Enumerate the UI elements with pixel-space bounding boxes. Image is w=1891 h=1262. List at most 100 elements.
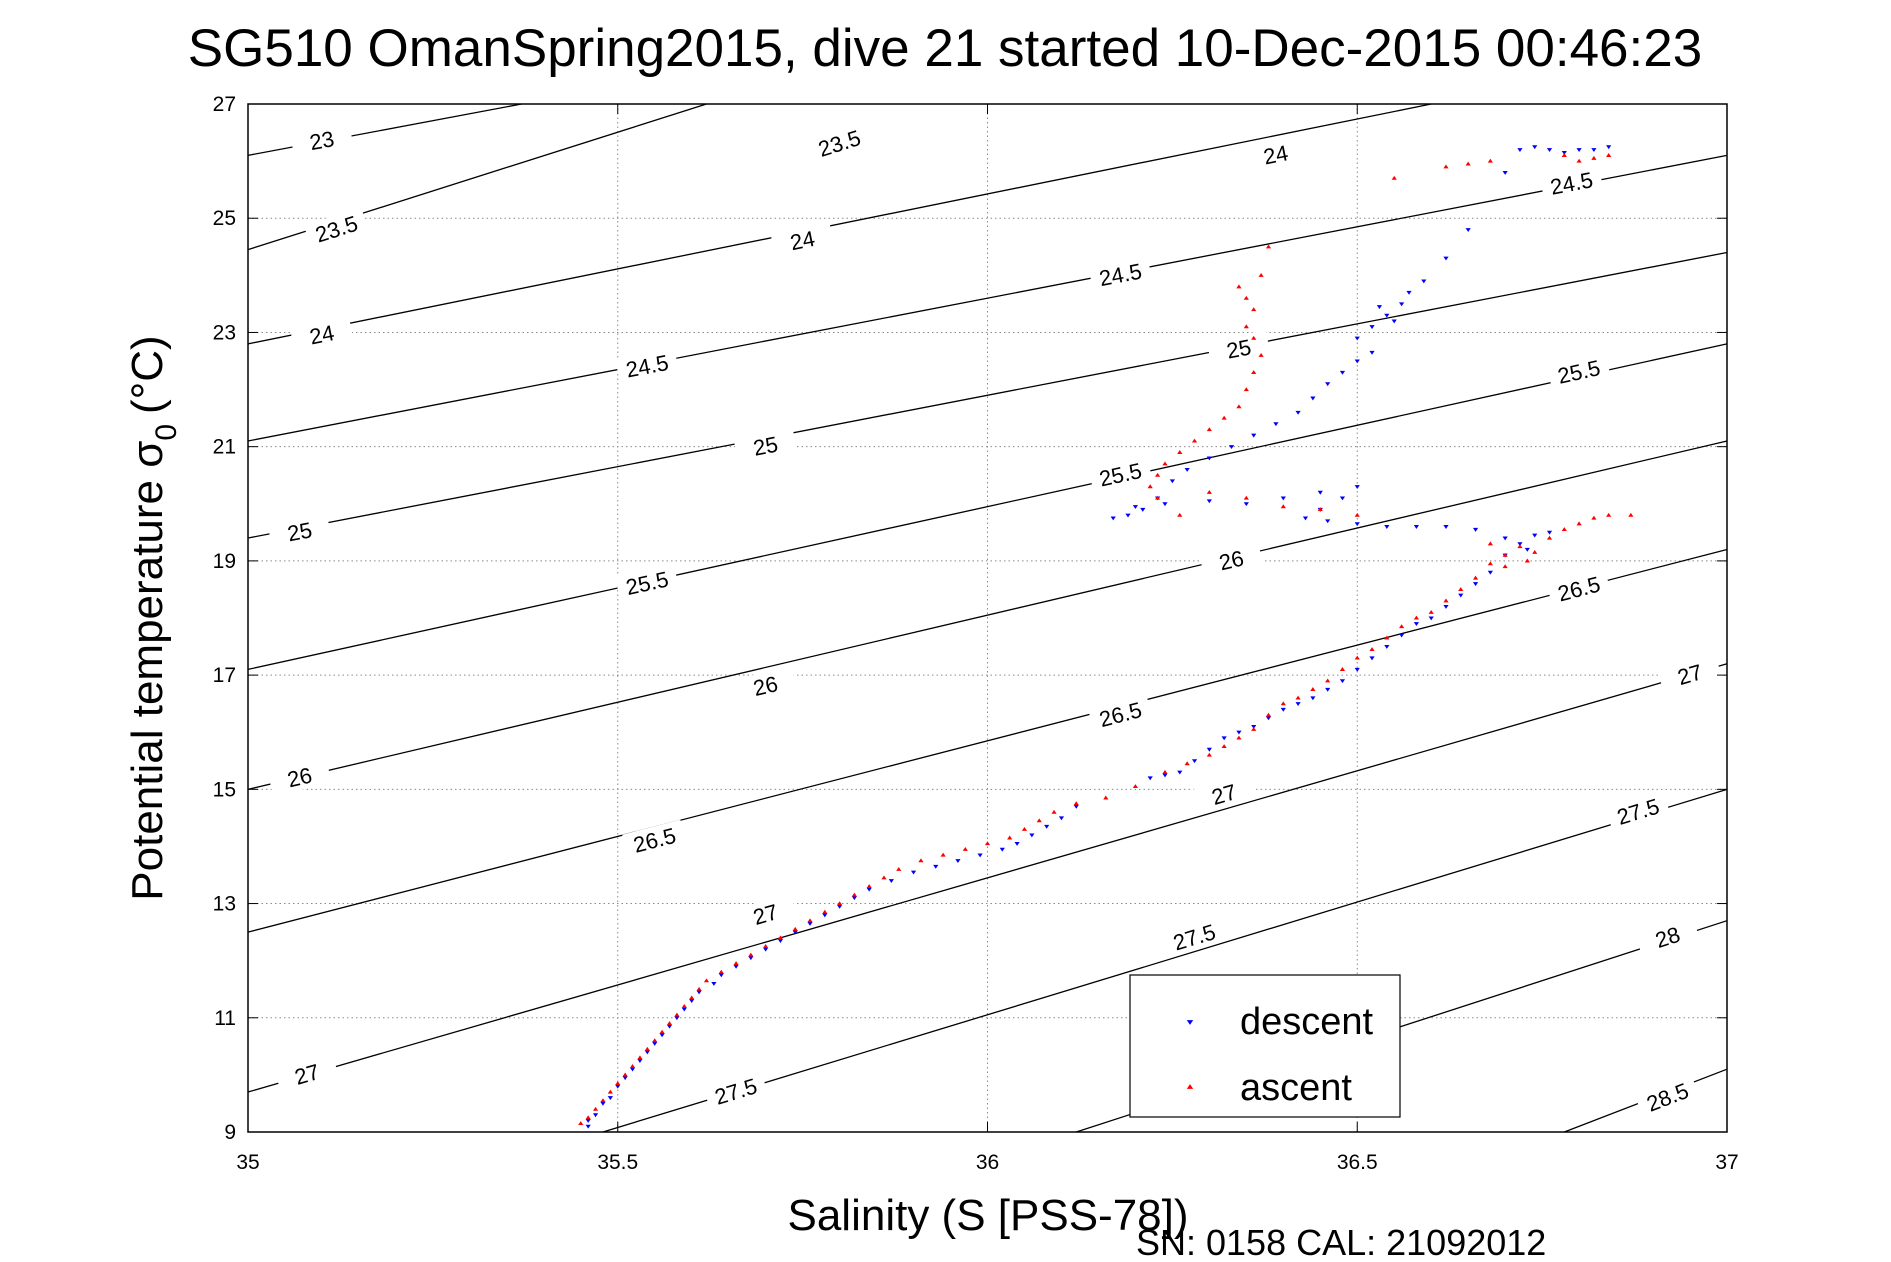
descent-point bbox=[1295, 410, 1301, 415]
ascent-point bbox=[1184, 761, 1190, 766]
y-axis-label: Potential temperature σ0 (°C) bbox=[123, 335, 183, 900]
x-tick-label: 35.5 bbox=[597, 1151, 638, 1174]
ascent-point bbox=[851, 892, 857, 897]
descent-point bbox=[1458, 593, 1464, 598]
ascent-point bbox=[689, 995, 695, 1000]
descent-point bbox=[955, 859, 961, 864]
isopycnal-line bbox=[247, 663, 1728, 1093]
ascent-point bbox=[681, 1004, 687, 1008]
descent-point bbox=[837, 904, 843, 909]
descent-point bbox=[1532, 145, 1538, 150]
contour-label-background bbox=[615, 563, 680, 602]
ascent-point bbox=[1576, 158, 1582, 163]
contour-label-background bbox=[1243, 135, 1308, 174]
ascent-point bbox=[1265, 244, 1272, 249]
contour-label-background bbox=[267, 757, 332, 797]
descent-point bbox=[1369, 325, 1375, 330]
y-axis-label-unit: (°C) bbox=[123, 335, 172, 414]
contour-label: 26 bbox=[1217, 545, 1247, 575]
descent-point bbox=[1221, 736, 1227, 741]
descent-point bbox=[1399, 302, 1405, 307]
y-tick-label: 25 bbox=[213, 207, 236, 230]
ascent-point bbox=[1258, 352, 1264, 357]
descent-point bbox=[718, 973, 724, 978]
descent-point bbox=[1206, 747, 1212, 752]
ascent-point bbox=[1221, 744, 1227, 749]
ascent-point bbox=[1295, 695, 1301, 700]
descent-point bbox=[910, 870, 917, 875]
ascent-point bbox=[1132, 784, 1138, 789]
contour-label-background bbox=[732, 893, 798, 935]
ascent-point bbox=[607, 1089, 613, 1094]
ascent-point bbox=[1413, 615, 1420, 620]
descent-point bbox=[1487, 570, 1493, 575]
ascent-point bbox=[1251, 370, 1257, 374]
contour-label-background bbox=[1088, 455, 1153, 494]
descent-point bbox=[777, 939, 784, 944]
contour-label-background bbox=[274, 1053, 340, 1095]
descent-point bbox=[1236, 730, 1242, 735]
ascent-point bbox=[674, 1012, 680, 1017]
ascent-point bbox=[807, 918, 813, 923]
ascent-point bbox=[1325, 678, 1331, 683]
descent-point bbox=[1421, 279, 1427, 284]
ascent-point bbox=[1243, 324, 1249, 329]
descent-point bbox=[1228, 445, 1235, 450]
ascent-point bbox=[1591, 515, 1597, 520]
contour-label-background bbox=[1088, 255, 1153, 293]
y-tick-label: 19 bbox=[213, 550, 236, 573]
ascent-point bbox=[1162, 461, 1168, 466]
descent-point bbox=[807, 921, 813, 926]
legend-marker-descent bbox=[1186, 1020, 1194, 1025]
legend-label-descent: descent bbox=[1240, 1001, 1374, 1043]
descent-point bbox=[888, 879, 894, 884]
descent-point bbox=[1443, 605, 1449, 609]
ascent-point bbox=[1236, 735, 1242, 740]
contour-label: 26 bbox=[751, 671, 781, 701]
data-points bbox=[578, 145, 1634, 1129]
ascent-point bbox=[1502, 552, 1508, 557]
ascent-point bbox=[666, 1021, 673, 1026]
ascent-point bbox=[1251, 335, 1257, 340]
grid bbox=[248, 104, 1727, 1132]
descent-point bbox=[1443, 525, 1449, 529]
descent-point bbox=[1339, 496, 1346, 501]
ascent-point bbox=[1243, 495, 1249, 500]
y-tick-label: 17 bbox=[213, 664, 236, 687]
isopycnal-line bbox=[247, 251, 1728, 539]
y-axis-label-subscript: 0 bbox=[150, 424, 183, 441]
legend-marker-ascent bbox=[1186, 1084, 1194, 1089]
y-axis-label-main: Potential temperature σ bbox=[123, 441, 172, 901]
descent-point bbox=[1295, 702, 1301, 707]
descent-point bbox=[1325, 519, 1331, 524]
descent-point bbox=[1302, 516, 1309, 521]
descent-point bbox=[1354, 336, 1360, 341]
descent-point bbox=[1073, 804, 1079, 809]
ascent-point bbox=[822, 909, 828, 914]
ascent-point bbox=[1206, 752, 1212, 757]
contour-label: 25 bbox=[1224, 334, 1253, 363]
descent-point bbox=[1265, 716, 1272, 721]
y-tick-label: 11 bbox=[214, 1007, 236, 1030]
descent-point bbox=[622, 1076, 628, 1081]
ascent-point bbox=[1399, 624, 1405, 629]
descent-point bbox=[933, 864, 939, 869]
descent-point bbox=[1310, 696, 1316, 701]
y-tick-label: 13 bbox=[213, 893, 236, 916]
isopycnal-line bbox=[247, 343, 1728, 671]
y-tick-label: 23 bbox=[213, 321, 236, 344]
descent-point bbox=[822, 913, 828, 918]
descent-point bbox=[585, 1119, 591, 1123]
descent-point bbox=[1243, 502, 1249, 507]
descent-point bbox=[607, 1096, 613, 1101]
ascent-point bbox=[1591, 155, 1597, 160]
descent-point bbox=[674, 1016, 680, 1021]
ascent-point bbox=[1391, 175, 1397, 180]
isopycnal-line bbox=[247, 440, 1728, 790]
ascent-point bbox=[792, 926, 798, 931]
isopycnal-line bbox=[247, 154, 1728, 442]
descent-point bbox=[1546, 148, 1553, 153]
contour-label-background bbox=[1634, 915, 1701, 959]
ascent-point bbox=[659, 1029, 665, 1034]
descent-point bbox=[1443, 256, 1449, 261]
